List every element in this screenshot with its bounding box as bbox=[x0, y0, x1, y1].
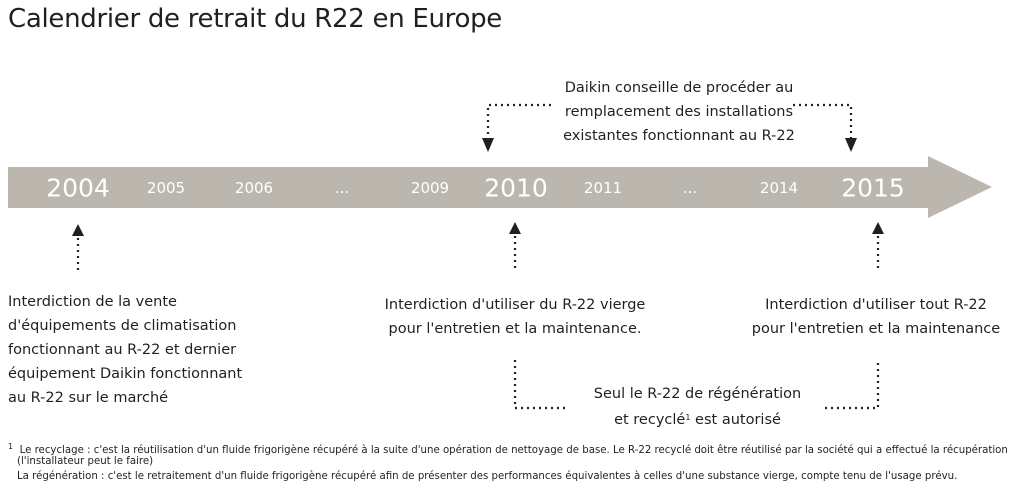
text-line: remplacement des installations bbox=[564, 104, 794, 120]
text-line: pour l'entretien et la maintenance bbox=[751, 321, 1001, 337]
text-line: Interdiction d'utiliser du R-22 vierge bbox=[384, 297, 646, 313]
arrowhead-2015 bbox=[872, 222, 884, 234]
daikin-advice-text: Daikin conseille de procéder au remplace… bbox=[540, 76, 818, 148]
ban-2004-text: Interdiction de la vente d'équipements d… bbox=[8, 290, 268, 410]
text-line: Seul le R-22 de régénération bbox=[593, 386, 802, 402]
text-fragment: est autorisé bbox=[690, 412, 781, 428]
year-label: 2010 bbox=[484, 173, 548, 203]
year-label: 2015 bbox=[841, 173, 905, 203]
footnote-marker: 1 bbox=[8, 442, 14, 451]
text-line: au R-22 sur le marché bbox=[8, 390, 169, 406]
text-line: équipement Daikin fonctionnant bbox=[8, 366, 243, 382]
text-line: d'équipements de climatisation bbox=[8, 318, 237, 334]
text-fragment: et recyclé bbox=[614, 412, 686, 428]
text-line: pour l'entretien et la maintenance. bbox=[388, 321, 642, 337]
footnote-recyclage: 1 Le recyclage : c'est la réutilisation … bbox=[8, 440, 1020, 458]
year-label: 2006 bbox=[234, 179, 274, 197]
year-label: 2014 bbox=[759, 179, 799, 197]
text-line: Daikin conseille de procéder au bbox=[564, 80, 794, 96]
year-label: 2004 bbox=[46, 173, 110, 203]
arrowhead-2010 bbox=[509, 222, 521, 234]
page-title: Calendrier de retrait du R22 en Europe bbox=[8, 4, 502, 34]
text-line: Interdiction d'utiliser tout R-22 bbox=[765, 297, 987, 313]
ban-2015-text: Interdiction d'utiliser tout R-22 pour l… bbox=[736, 293, 1016, 341]
year-ellipsis: ... bbox=[682, 179, 698, 197]
advice-bracket-right bbox=[793, 103, 853, 140]
year-ellipsis: ... bbox=[334, 179, 350, 197]
arrowhead-advice-right bbox=[845, 138, 857, 152]
footnote-regeneration: La régénération : c'est le retraitement … bbox=[17, 471, 958, 482]
footnote-text: Le recyclage : c'est la réutilisation d'… bbox=[19, 445, 1008, 456]
footnote-recyclage-cont: (l'installateur peut le faire) bbox=[17, 456, 154, 467]
timeline-arrow bbox=[8, 156, 992, 218]
arrowhead-2004 bbox=[72, 224, 84, 236]
recycled-note-text: Seul le R-22 de régénération et recyclé1… bbox=[570, 382, 825, 432]
text-line: Interdiction de la vente bbox=[8, 294, 177, 310]
text-line: et recyclé1 est autorisé bbox=[570, 406, 825, 432]
year-label: 2009 bbox=[410, 179, 450, 197]
text-line: fonctionnant au R-22 et dernier bbox=[8, 342, 237, 358]
recycled-bracket-left bbox=[513, 360, 565, 410]
recycled-bracket-right bbox=[825, 360, 880, 410]
year-label: 2005 bbox=[146, 179, 186, 197]
footnote-marker: 1 bbox=[685, 413, 691, 422]
arrowhead-advice-left bbox=[482, 138, 494, 152]
year-label: 2011 bbox=[583, 179, 623, 197]
text-line: existantes fonctionnant au R-22 bbox=[563, 128, 795, 144]
ban-2010-text: Interdiction d'utiliser du R-22 vierge p… bbox=[365, 293, 665, 341]
